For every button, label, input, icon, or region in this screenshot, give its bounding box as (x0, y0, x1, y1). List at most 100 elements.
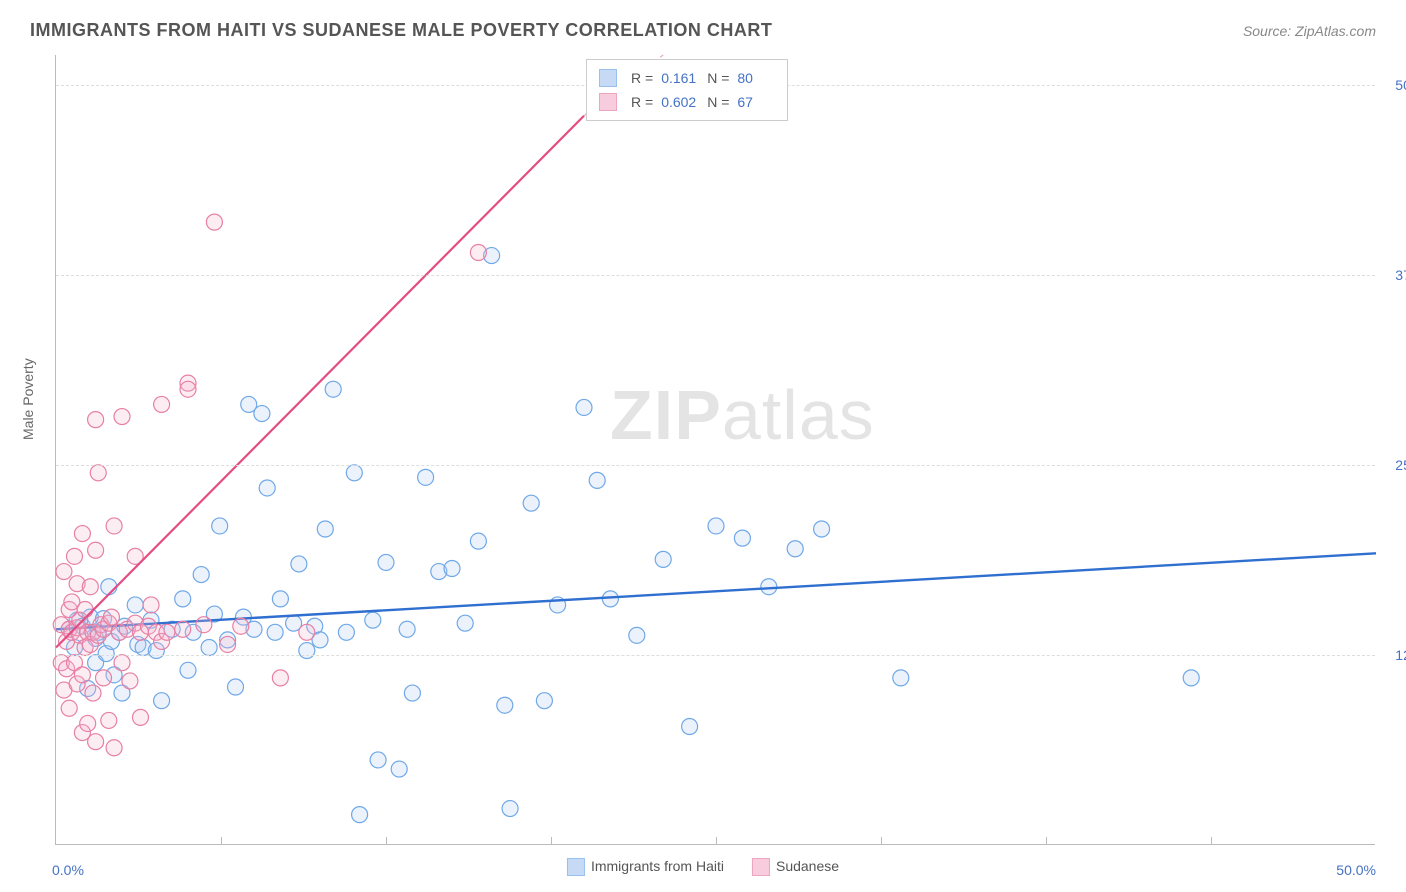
point-haiti (502, 801, 518, 817)
legend-swatch (599, 69, 617, 87)
point-sudanese (114, 655, 130, 671)
point-sudanese (96, 670, 112, 686)
legend-swatch (752, 858, 770, 876)
point-haiti (338, 624, 354, 640)
chart-title: IMMIGRANTS FROM HAITI VS SUDANESE MALE P… (30, 20, 772, 41)
point-sudanese (82, 579, 98, 595)
point-haiti (272, 591, 288, 607)
point-sudanese (56, 564, 72, 580)
point-haiti (370, 752, 386, 768)
point-sudanese (206, 214, 222, 230)
legend-label: Immigrants from Haiti (591, 858, 724, 874)
scatter-svg (56, 55, 1375, 844)
legend-row-haiti: R =0.161N =80 (599, 66, 775, 90)
legend-row-sudanese: R =0.602N =67 (599, 90, 775, 114)
point-sudanese (196, 617, 212, 633)
n-value: 67 (737, 90, 775, 114)
gridline (56, 465, 1375, 466)
bottom-legend: Immigrants from Haiti Sudanese (567, 858, 839, 876)
point-haiti (399, 621, 415, 637)
point-haiti (787, 541, 803, 557)
point-sudanese (88, 734, 104, 750)
y-tick-label: 12.5% (1380, 647, 1406, 663)
y-axis-label: Male Poverty (20, 358, 36, 440)
point-haiti (814, 521, 830, 537)
point-haiti (201, 640, 217, 656)
point-haiti (1183, 670, 1199, 686)
point-haiti (317, 521, 333, 537)
point-haiti (391, 761, 407, 777)
point-haiti (708, 518, 724, 534)
source-label: Source: ZipAtlas.com (1243, 23, 1376, 39)
point-sudanese (272, 670, 288, 686)
point-haiti (655, 551, 671, 567)
point-sudanese (299, 624, 315, 640)
point-sudanese (143, 597, 159, 613)
regression-haiti (56, 553, 1376, 629)
point-haiti (212, 518, 228, 534)
n-value: 80 (737, 66, 775, 90)
point-haiti (175, 591, 191, 607)
y-tick-label: 25.0% (1380, 457, 1406, 473)
point-sudanese (233, 618, 249, 634)
n-label: N = (707, 90, 729, 114)
point-sudanese (77, 602, 93, 618)
point-sudanese (61, 700, 77, 716)
point-sudanese (85, 685, 101, 701)
point-sudanese (122, 673, 138, 689)
point-haiti (352, 807, 368, 823)
point-haiti (259, 480, 275, 496)
point-haiti (404, 685, 420, 701)
plot-area: 12.5%25.0%37.5%50.0%R =0.161N =80R =0.60… (55, 55, 1375, 845)
n-label: N = (707, 66, 729, 90)
x-tick (881, 837, 882, 845)
point-sudanese (470, 245, 486, 261)
y-tick-label: 50.0% (1380, 77, 1406, 93)
point-haiti (267, 624, 283, 640)
point-sudanese (101, 712, 117, 728)
point-haiti (228, 679, 244, 695)
point-sudanese (114, 409, 130, 425)
point-sudanese (220, 636, 236, 652)
correlation-legend: R =0.161N =80R =0.602N =67 (586, 59, 788, 121)
point-sudanese (132, 709, 148, 725)
point-sudanese (88, 412, 104, 428)
point-sudanese (80, 715, 96, 731)
point-haiti (418, 469, 434, 485)
point-haiti (629, 627, 645, 643)
gridline (56, 275, 1375, 276)
point-haiti (101, 579, 117, 595)
x-tick (386, 837, 387, 845)
x-tick (221, 837, 222, 845)
point-sudanese (106, 518, 122, 534)
legend-label: Sudanese (776, 858, 839, 874)
point-sudanese (88, 542, 104, 558)
point-haiti (457, 615, 473, 631)
point-haiti (589, 472, 605, 488)
point-haiti (325, 381, 341, 397)
y-tick-label: 37.5% (1380, 267, 1406, 283)
point-haiti (299, 643, 315, 659)
x-max-label: 50.0% (1336, 862, 1376, 878)
bottom-legend-item-sudanese: Sudanese (752, 858, 839, 876)
point-haiti (193, 567, 209, 583)
r-label: R = (631, 66, 653, 90)
x-tick (1211, 837, 1212, 845)
point-haiti (365, 612, 381, 628)
point-haiti (470, 533, 486, 549)
point-sudanese (66, 548, 82, 564)
legend-swatch (599, 93, 617, 111)
point-sudanese (74, 667, 90, 683)
legend-swatch (567, 858, 585, 876)
point-haiti (523, 495, 539, 511)
point-haiti (180, 662, 196, 678)
bottom-legend-item-haiti: Immigrants from Haiti (567, 858, 724, 876)
point-haiti (346, 465, 362, 481)
x-origin-label: 0.0% (52, 862, 84, 878)
point-sudanese (103, 609, 119, 625)
point-haiti (154, 693, 170, 709)
point-haiti (682, 719, 698, 735)
point-haiti (576, 399, 592, 415)
gridline (56, 655, 1375, 656)
x-tick (551, 837, 552, 845)
